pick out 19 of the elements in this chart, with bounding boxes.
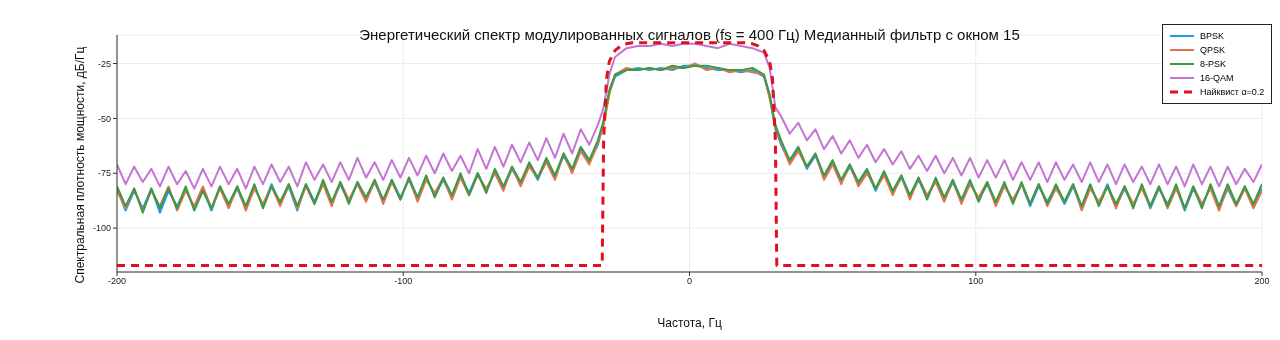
legend-label: BPSK [1200,31,1225,41]
y-tick-label: -100 [92,223,111,234]
x-tick-label: 0 [686,276,693,287]
chart-title: Энергетический спектр модулированных сигналов (fs = 400 Гц) Медианный фильтр с окном 15 [359,26,1020,43]
legend-label: QPSK [1200,45,1226,55]
x-tick-label: 100 [968,276,984,287]
y-tick-label: -75 [97,168,111,179]
line-series [117,41,1262,267]
y-tick-label: -25 [97,58,111,69]
legend-label: 8-PSK [1200,59,1227,69]
x-tick-label: 200 [1254,276,1270,287]
legend-label: 16-QAM [1200,73,1234,83]
legend-label: Найквист α=0.2 [1200,87,1265,97]
x-axis-title: Частота, Гц [656,316,723,330]
y-tick-label: -50 [97,113,111,124]
x-tick-label: -200 [107,276,127,287]
line-series [117,42,1262,190]
x-tick-label: -100 [394,276,413,287]
y-axis-title: Спектральная плотность мощности, дБ/Гц [73,45,87,286]
